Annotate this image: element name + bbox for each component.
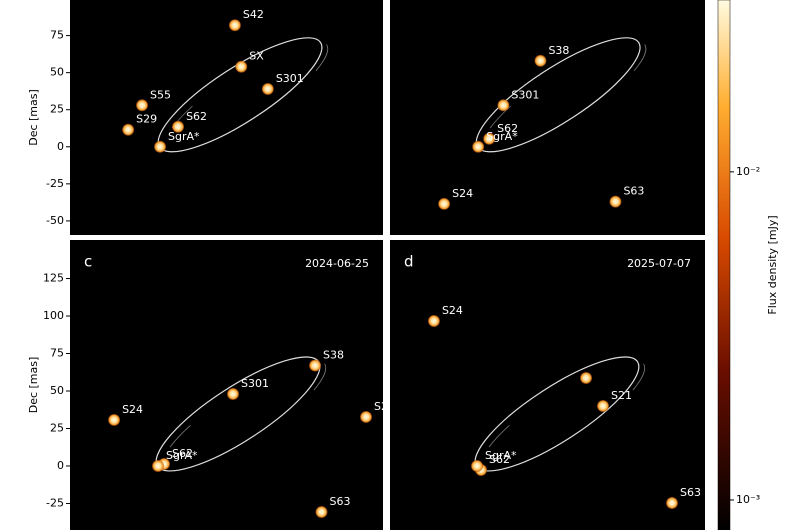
y-tick-label: -50 <box>46 214 64 227</box>
star <box>483 132 496 145</box>
star-label: S62 <box>172 447 193 460</box>
star <box>666 497 678 510</box>
star <box>309 359 322 372</box>
star-label: S24 <box>452 187 473 200</box>
orbit-alt <box>164 40 329 154</box>
star <box>154 140 167 153</box>
panel <box>390 0 705 235</box>
orbit-alt <box>482 40 647 154</box>
star <box>472 140 485 153</box>
y-tick-label: 0 <box>57 140 64 153</box>
star-label: SgrA* <box>486 130 518 143</box>
star-label: S55 <box>150 88 171 101</box>
y-tick-label: -25 <box>46 177 64 190</box>
y-tick-label: 50 <box>50 66 64 79</box>
star-label: S62 <box>186 110 207 123</box>
star-label: SgrA* <box>166 449 198 462</box>
star-label: S301 <box>511 88 539 101</box>
star <box>152 459 165 472</box>
star-label: S42 <box>243 8 264 21</box>
colorbar <box>717 0 731 530</box>
y-tick-label: 50 <box>50 384 64 397</box>
star <box>261 82 274 95</box>
star-label: S63 <box>623 185 644 198</box>
panel-letter: c <box>84 253 92 271</box>
star <box>438 197 451 210</box>
star <box>315 506 328 519</box>
star <box>471 459 483 472</box>
colorbar-label: Flux density [mJy] <box>766 215 779 314</box>
panel-date: 2025-07-07 <box>627 257 691 270</box>
star-label: S62 <box>497 122 518 135</box>
star-label: S62 <box>489 453 510 466</box>
y-axis-label: Dec [mas] <box>27 357 40 414</box>
star-label: SgrA* <box>485 449 517 462</box>
panel-letter: d <box>404 253 414 271</box>
star-label: S63 <box>330 495 351 508</box>
star-label: S38 <box>548 44 569 57</box>
star <box>228 19 241 32</box>
panel <box>70 240 383 530</box>
colorbar-tick-label: 10⁻³ <box>736 493 760 506</box>
star-label: S301 <box>276 72 304 85</box>
y-tick-label: -25 <box>46 496 64 509</box>
y-tick-label: 100 <box>43 309 64 322</box>
y-tick-label: 25 <box>50 421 64 434</box>
star <box>122 123 135 136</box>
panel <box>70 0 383 235</box>
star-label: S29 <box>136 113 157 126</box>
star <box>497 99 510 112</box>
star <box>172 120 185 133</box>
star-label: S24 <box>442 304 463 317</box>
star <box>360 410 373 423</box>
star-label: S24 <box>122 403 143 416</box>
y-tick-label: 125 <box>43 272 64 285</box>
orbit-alt <box>480 359 646 473</box>
y-tick-label: 75 <box>50 29 64 42</box>
star <box>534 54 547 67</box>
star-label: SgrA* <box>168 130 200 143</box>
star <box>136 99 149 112</box>
panel <box>390 240 705 530</box>
star <box>108 413 121 426</box>
star-label: S63 <box>680 486 701 499</box>
panel-content: S42 S55 S29 S62 SgrA* SX S301 <box>122 8 329 154</box>
star-label: S21 <box>374 400 395 413</box>
star <box>427 314 440 327</box>
star-label: S21 <box>611 389 632 402</box>
panel-date: 2024-06-25 <box>305 257 369 270</box>
star <box>597 399 609 412</box>
colorbar-tick-label: 10⁻² <box>736 165 760 178</box>
star-label: S301 <box>241 377 269 390</box>
star <box>580 371 593 384</box>
star <box>609 195 622 208</box>
star <box>227 387 240 400</box>
y-axis-label: Dec [mas] <box>27 89 40 146</box>
star-label: SX <box>249 50 264 63</box>
star <box>235 60 248 73</box>
y-tick-label: 75 <box>50 347 64 360</box>
star-label: S38 <box>323 349 344 362</box>
orbit-alt <box>161 359 327 473</box>
y-tick-label: 0 <box>57 459 64 472</box>
y-tick-label: 25 <box>50 103 64 116</box>
